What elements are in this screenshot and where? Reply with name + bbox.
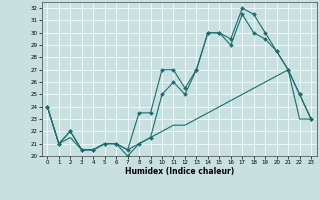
X-axis label: Humidex (Indice chaleur): Humidex (Indice chaleur)	[124, 167, 234, 176]
